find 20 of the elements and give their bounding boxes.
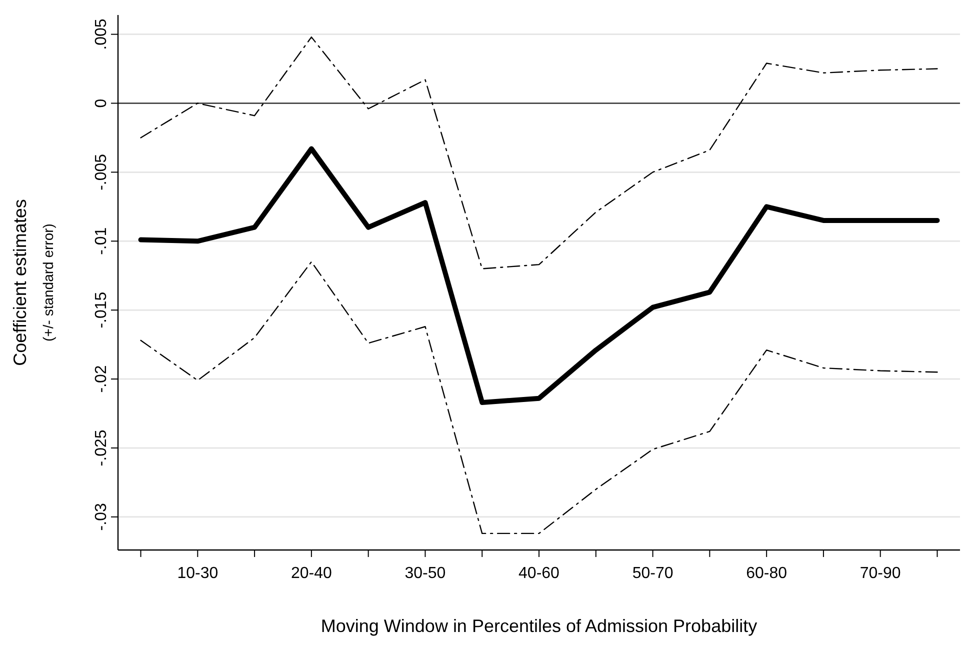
y-tick-label: 0 <box>93 98 110 108</box>
x-tick-label: 10-30 <box>177 565 218 582</box>
x-tick-label: 60-80 <box>746 565 788 582</box>
x-tick-label: 70-90 <box>860 565 901 582</box>
line-series <box>140 36 938 270</box>
y-tick-label: -.025 <box>93 430 110 466</box>
y-tick-label: .005 <box>93 18 110 50</box>
x-tick-label: 30-50 <box>404 565 446 582</box>
line-series <box>140 261 938 534</box>
y-tick-label: -.01 <box>93 227 110 255</box>
x-axis-title: Moving Window in Percentiles of Admission Probability <box>320 616 758 636</box>
y-tick-label: -.005 <box>93 154 110 190</box>
x-tick-label: 50-70 <box>632 565 674 582</box>
y-tick-label: -.02 <box>93 365 110 393</box>
y-axis-title: Coefficient estimates <box>10 199 30 366</box>
x-tick-label: 20-40 <box>290 565 332 582</box>
x-tick-label: 40-60 <box>518 565 560 582</box>
y-tick-label: -.03 <box>93 503 110 531</box>
text: (+/- standard error) <box>40 224 56 342</box>
y-tick-label: -.015 <box>93 292 110 328</box>
